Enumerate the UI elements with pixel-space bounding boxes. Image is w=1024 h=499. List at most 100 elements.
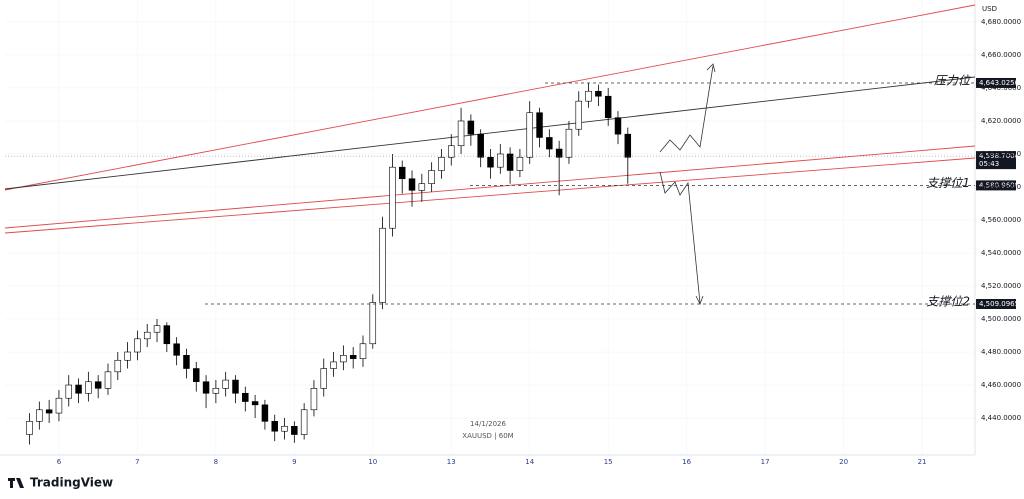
x-tick-label: 13 (447, 458, 456, 466)
candle-body (310, 388, 318, 411)
candle-body (143, 331, 151, 340)
candle-body (242, 392, 249, 402)
projection-down (659, 171, 701, 304)
candle-body (212, 388, 220, 394)
y-tick-label: 4,640.0000 (981, 84, 1021, 92)
x-tick-label: 14 (525, 458, 534, 466)
candle-body (300, 409, 308, 435)
level-name: 支撑位2 (926, 294, 970, 308)
candle-body (85, 381, 92, 394)
candle-body (526, 112, 533, 158)
candle-body (595, 90, 602, 97)
channel-upper (4, 4, 976, 191)
candle-body (457, 120, 465, 147)
candle-body (222, 379, 229, 389)
candle-body (55, 397, 63, 414)
candle-body (604, 95, 612, 118)
candle-body (104, 371, 112, 389)
candle-body (36, 409, 43, 422)
y-tick-label: 4,460.0000 (981, 381, 1021, 389)
candle-body (359, 343, 367, 359)
candles (26, 83, 632, 445)
candle-body (516, 156, 524, 171)
price-tag (976, 298, 1016, 309)
candle-body (418, 183, 426, 191)
candle-body (281, 425, 288, 432)
candle-body (487, 156, 494, 168)
price-tag-label: 4,509.0965 (979, 300, 1019, 308)
candle-body (45, 409, 53, 414)
candle-body (163, 325, 171, 345)
candle-body (26, 421, 33, 435)
y-tick-label: 4,620.0000 (981, 117, 1021, 125)
candle-body (467, 120, 475, 135)
last-price-label: 4,598.7000 (979, 152, 1019, 160)
price-tag-label: 4,580.9600 (979, 181, 1019, 189)
candle-body (183, 355, 190, 369)
candle-body (506, 153, 514, 171)
x-tick-label: 20 (839, 458, 848, 466)
candle-body (153, 325, 161, 333)
grid (5, 0, 975, 455)
price-tag (976, 77, 1016, 88)
countdown: 05:43 (979, 160, 999, 168)
candle-body (124, 351, 131, 361)
y-tick-label: 4,600.0000 (981, 150, 1021, 158)
price-tag-label: 4,643.0250 (979, 79, 1019, 87)
candle-body (477, 133, 484, 158)
x-tick-label: 16 (682, 458, 691, 466)
level-name: 压力位 (934, 73, 971, 87)
candle-body (575, 100, 583, 130)
candle-body (94, 381, 102, 389)
x-tick-label: 7 (135, 458, 139, 466)
watermark-date: 14/1/2026 (470, 420, 506, 428)
logo-part (10, 478, 13, 488)
x-tick-label: 21 (918, 458, 927, 466)
candle-body (585, 90, 592, 102)
y-tick-label: 4,440.0000 (981, 414, 1021, 422)
candle-body (330, 361, 337, 369)
y-tick-label: 4,560.0000 (981, 216, 1021, 224)
candle-body (202, 381, 210, 394)
currency: USD (982, 5, 997, 13)
candle-body (193, 368, 200, 383)
watermark-symbol: XAUUSD | 60M (462, 432, 513, 440)
x-tick-label: 10 (368, 458, 377, 466)
x-tick-label: 9 (292, 458, 296, 466)
y-tick-label: 4,500.0000 (981, 315, 1021, 323)
candle-body (291, 425, 298, 435)
candle-body (271, 421, 278, 432)
candle-body (614, 117, 622, 135)
x-tick-label: 8 (214, 458, 218, 466)
projection-up (659, 65, 714, 153)
brand-name: TradingView (30, 476, 113, 490)
candle-body (251, 401, 259, 406)
candle-body (546, 137, 553, 150)
candle-body (398, 166, 406, 180)
candle-body (369, 302, 377, 345)
trend-line (4, 76, 976, 190)
x-tick-label: 15 (604, 458, 613, 466)
candle-body (565, 128, 573, 158)
candle-body (536, 112, 543, 138)
candle-body (448, 145, 455, 158)
candle-body (379, 227, 386, 303)
candle-body (173, 343, 180, 356)
y-tick-label: 4,660.0000 (981, 51, 1021, 59)
y-tick-label: 4,520.0000 (981, 282, 1021, 290)
channel-lower (4, 145, 976, 229)
candle-body (340, 355, 347, 363)
candle-body (408, 178, 416, 191)
brand-logo: TradingView (8, 476, 113, 490)
candle-body (65, 384, 72, 399)
arrow-head (706, 63, 716, 73)
channel-lower-2 (4, 157, 976, 234)
candle-body (320, 368, 327, 389)
candle-body (261, 404, 269, 422)
candle-body (134, 338, 141, 353)
candle-body (497, 153, 504, 168)
candle-body (114, 359, 122, 373)
candle-body (75, 384, 82, 394)
logo-part (16, 478, 24, 488)
